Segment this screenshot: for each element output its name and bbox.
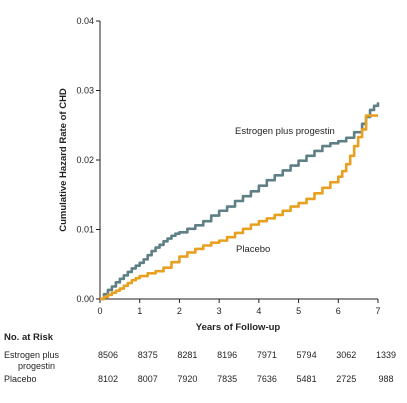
risk-table: No. at Risk Estrogen plus progestin Plac…	[0, 332, 407, 402]
series-line-estrogen	[100, 102, 380, 301]
series-label-estrogen: Estrogen plus progestin	[235, 126, 335, 137]
x-tick-label: 0	[97, 306, 102, 316]
x-tick-label: 6	[336, 306, 341, 316]
risk-value: 7971	[256, 350, 277, 360]
risk-value: 8506	[97, 350, 119, 360]
risk-value: 8102	[97, 374, 119, 384]
y-tick-label: 0.03	[76, 86, 94, 96]
risk-value: 7636	[256, 374, 277, 384]
x-tick-label: 1	[137, 306, 142, 316]
y-tick-label: 0.01	[76, 225, 94, 235]
x-tick-label: 7	[375, 306, 380, 316]
x-tick-label: 4	[256, 306, 261, 316]
risk-value: 8375	[137, 350, 158, 360]
series-layer	[100, 102, 380, 301]
risk-value: 5481	[296, 374, 317, 384]
risk-value: 5794	[296, 350, 317, 360]
y-tick-label: 0.02	[76, 155, 94, 165]
risk-row-label-placebo: Placebo	[4, 374, 37, 384]
risk-value: 8281	[177, 350, 198, 360]
risk-value: 2725	[336, 374, 357, 384]
y-tick-label: 0.00	[76, 294, 94, 304]
risk-value: 1339	[375, 350, 397, 360]
x-tick-label: 5	[296, 306, 301, 316]
y-tick-label: 0.04	[76, 16, 94, 26]
risk-value: 3062	[336, 350, 357, 360]
risk-value: 8196	[217, 350, 238, 360]
x-axis-title: Years of Follow-up	[196, 322, 281, 333]
series-line-placebo	[100, 114, 378, 301]
risk-value: 7920	[177, 374, 198, 384]
x-tick-label: 2	[177, 306, 182, 316]
risk-table-title: No. at Risk	[4, 332, 54, 343]
x-tick-label: 3	[217, 306, 222, 316]
risk-row-label-estrogen: Estrogen plus progestin	[4, 350, 59, 372]
risk-value: 8007	[137, 374, 158, 384]
series-label-placebo: Placebo	[236, 244, 270, 255]
risk-value: 7835	[217, 374, 238, 384]
axes: 0.00 0.01 0.02 0.03 0.04 0 1 2 3 4 5 6 7	[76, 16, 380, 316]
risk-value: 988	[378, 374, 394, 384]
risk-row-label-estrogen-line2: progestin	[18, 361, 56, 371]
risk-row-label-estrogen-line1: Estrogen plus	[4, 350, 60, 360]
y-axis-title: Cumulative Hazard Rate of CHD	[58, 88, 69, 232]
